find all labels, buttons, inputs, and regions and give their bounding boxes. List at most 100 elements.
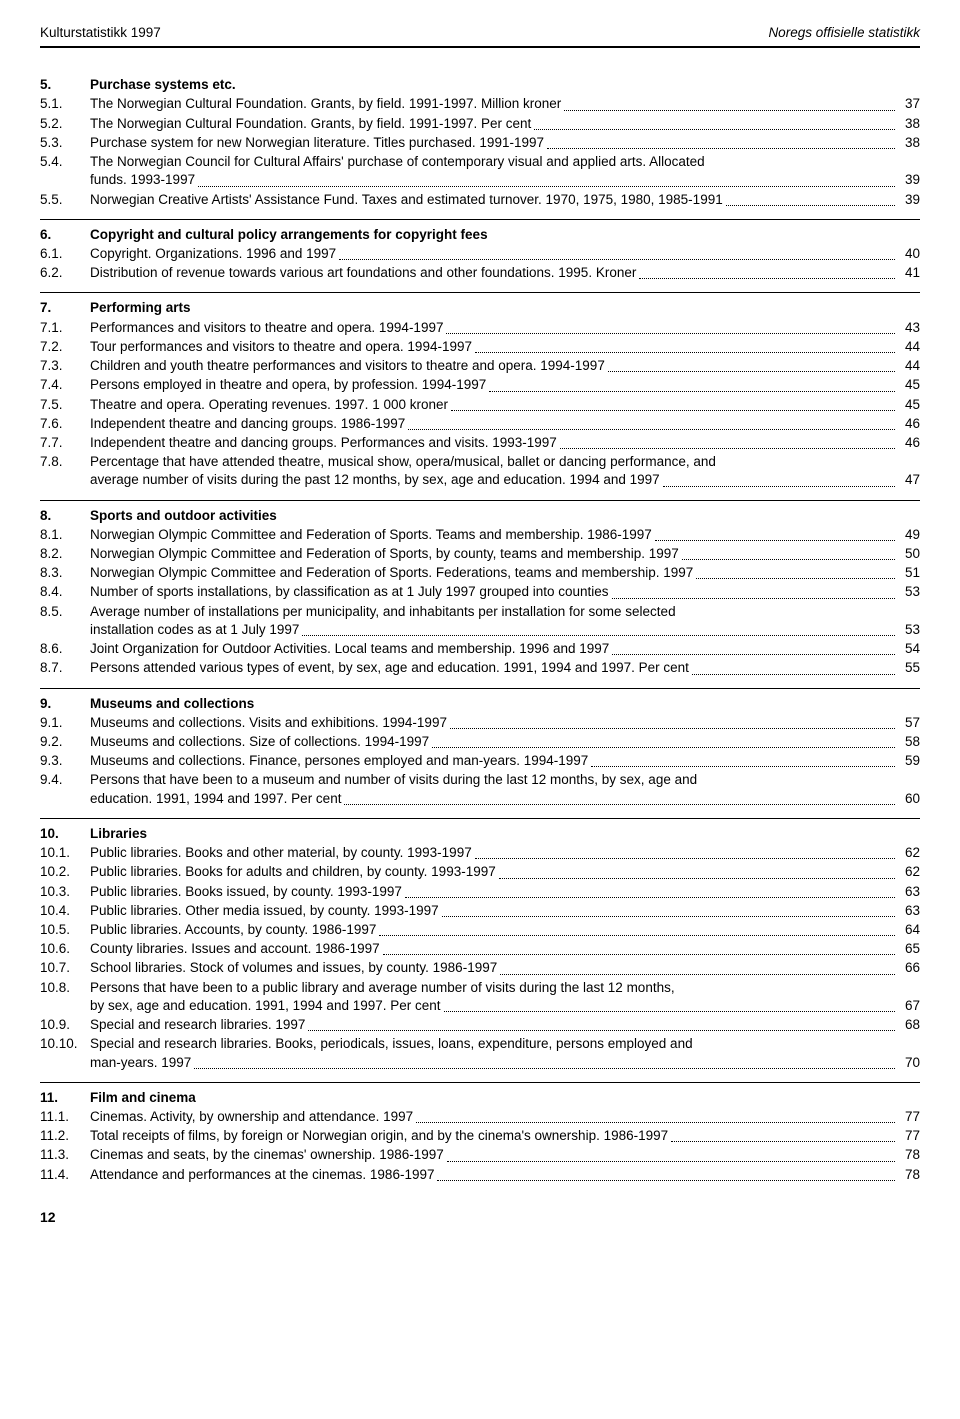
dot-leader xyxy=(564,99,895,111)
entry-line: Tour performances and visitors to theatr… xyxy=(90,338,920,356)
toc-section: 7.Performing arts7.1.Performances and vi… xyxy=(40,299,920,489)
dot-leader xyxy=(432,736,895,748)
section-rule xyxy=(40,818,920,819)
entry-number: 10.6. xyxy=(40,940,90,958)
toc-section: 5.Purchase systems etc.5.1.The Norwegian… xyxy=(40,76,920,209)
entry-number: 8.4. xyxy=(40,583,90,601)
section-rule xyxy=(40,688,920,689)
entry-page: 55 xyxy=(898,659,920,677)
section-heading: 6.Copyright and cultural policy arrangem… xyxy=(40,226,920,244)
dot-leader xyxy=(344,793,895,805)
dot-leader xyxy=(408,418,895,430)
toc-entry: 7.6.Independent theatre and dancing grou… xyxy=(40,415,920,433)
toc-entry: 11.3.Cinemas and seats, by the cinemas' … xyxy=(40,1146,920,1164)
entry-number: 8.1. xyxy=(40,526,90,544)
dot-leader xyxy=(447,1149,895,1161)
dot-leader xyxy=(692,662,895,674)
entry-text: Children and youth theatre performances … xyxy=(90,357,605,375)
entry-body: Museums and collections. Finance, person… xyxy=(90,752,920,770)
entry-body: Average number of installations per muni… xyxy=(90,603,920,639)
entry-number: 10.9. xyxy=(40,1016,90,1034)
entry-page: 63 xyxy=(898,883,920,901)
entry-page: 78 xyxy=(898,1146,920,1164)
entry-number: 7.3. xyxy=(40,357,90,375)
entry-line: Cinemas and seats, by the cinemas' owner… xyxy=(90,1146,920,1164)
section-title: Performing arts xyxy=(90,299,191,317)
entry-body: School libraries. Stock of volumes and i… xyxy=(90,959,920,977)
entry-body: Total receipts of films, by foreign or N… xyxy=(90,1127,920,1145)
dot-leader xyxy=(194,1057,895,1069)
entry-line: Attendance and performances at the cinem… xyxy=(90,1166,920,1184)
entry-body: Special and research libraries. 199768 xyxy=(90,1016,920,1034)
entry-page: 63 xyxy=(898,902,920,920)
section-rule xyxy=(40,219,920,220)
toc-entry: 11.2.Total receipts of films, by foreign… xyxy=(40,1127,920,1145)
toc-entry: 9.1.Museums and collections. Visits and … xyxy=(40,714,920,732)
dot-leader xyxy=(475,341,895,353)
toc-section: 8.Sports and outdoor activities8.1.Norwe… xyxy=(40,507,920,678)
entry-number: 10.5. xyxy=(40,921,90,939)
dot-leader xyxy=(547,137,895,149)
section-heading: 10.Libraries xyxy=(40,825,920,843)
entry-number: 5.5. xyxy=(40,191,90,209)
dot-leader xyxy=(671,1130,895,1142)
entry-text: The Norwegian Cultural Foundation. Grant… xyxy=(90,95,561,113)
entry-text-line: Average number of installations per muni… xyxy=(90,603,920,621)
dot-leader xyxy=(612,643,895,655)
section-title: Film and cinema xyxy=(90,1089,196,1107)
entry-text: Independent theatre and dancing groups. … xyxy=(90,415,405,433)
entry-body: Norwegian Olympic Committee and Federati… xyxy=(90,526,920,544)
entry-line: The Norwegian Cultural Foundation. Grant… xyxy=(90,115,920,133)
dot-leader xyxy=(339,248,895,260)
entry-text: education. 1991, 1994 and 1997. Per cent xyxy=(90,790,341,808)
toc-entry: 10.2.Public libraries. Books for adults … xyxy=(40,863,920,881)
toc-entry: 7.1.Performances and visitors to theatre… xyxy=(40,319,920,337)
toc-entry: 10.7.School libraries. Stock of volumes … xyxy=(40,959,920,977)
entry-line: Independent theatre and dancing groups. … xyxy=(90,415,920,433)
entry-body: The Norwegian Council for Cultural Affai… xyxy=(90,153,920,189)
entry-page: 77 xyxy=(898,1127,920,1145)
section-number: 6. xyxy=(40,226,90,244)
entry-number: 5.2. xyxy=(40,115,90,133)
entry-line: Museums and collections. Finance, person… xyxy=(90,752,920,770)
entry-body: Public libraries. Other media issued, by… xyxy=(90,902,920,920)
entry-number: 9.3. xyxy=(40,752,90,770)
entry-line: Persons employed in theatre and opera, b… xyxy=(90,376,920,394)
entry-last-line: education. 1991, 1994 and 1997. Per cent… xyxy=(90,790,920,808)
entry-body: Number of sports installations, by class… xyxy=(90,583,920,601)
entry-line: Children and youth theatre performances … xyxy=(90,357,920,375)
toc-entry: 11.4.Attendance and performances at the … xyxy=(40,1166,920,1184)
toc-entry: 8.6.Joint Organization for Outdoor Activ… xyxy=(40,640,920,658)
toc-section: 11.Film and cinema11.1.Cinemas. Activity… xyxy=(40,1089,920,1184)
entry-number: 11.3. xyxy=(40,1146,90,1164)
entry-number: 10.1. xyxy=(40,844,90,862)
entry-last-line: funds. 1993-199739 xyxy=(90,171,920,189)
entry-line: Norwegian Olympic Committee and Federati… xyxy=(90,564,920,582)
entry-number: 8.2. xyxy=(40,545,90,563)
entry-number: 5.4. xyxy=(40,153,90,171)
entry-line: Museums and collections. Size of collect… xyxy=(90,733,920,751)
entry-text: Tour performances and visitors to theatr… xyxy=(90,338,472,356)
entry-number: 5.3. xyxy=(40,134,90,152)
entry-page: 46 xyxy=(898,434,920,452)
entry-body: The Norwegian Cultural Foundation. Grant… xyxy=(90,95,920,113)
section-heading: 5.Purchase systems etc. xyxy=(40,76,920,94)
entry-body: Special and research libraries. Books, p… xyxy=(90,1035,920,1071)
entry-page: 65 xyxy=(898,940,920,958)
entry-page: 37 xyxy=(898,95,920,113)
entry-number: 7.5. xyxy=(40,396,90,414)
entry-body: Persons that have been to a museum and n… xyxy=(90,771,920,807)
entry-body: Joint Organization for Outdoor Activitie… xyxy=(90,640,920,658)
entry-page: 44 xyxy=(898,338,920,356)
entry-number: 7.2. xyxy=(40,338,90,356)
entry-page: 70 xyxy=(898,1054,920,1072)
entry-body: Cinemas and seats, by the cinemas' owner… xyxy=(90,1146,920,1164)
entry-text: Museums and collections. Finance, person… xyxy=(90,752,588,770)
entry-body: The Norwegian Cultural Foundation. Grant… xyxy=(90,115,920,133)
toc-entry: 11.1.Cinemas. Activity, by ownership and… xyxy=(40,1108,920,1126)
entry-text: Copyright. Organizations. 1996 and 1997 xyxy=(90,245,336,263)
dot-leader xyxy=(500,962,895,974)
entry-text: Museums and collections. Size of collect… xyxy=(90,733,429,751)
toc-entry: 10.3.Public libraries. Books issued, by … xyxy=(40,883,920,901)
entry-text: Number of sports installations, by class… xyxy=(90,583,609,601)
